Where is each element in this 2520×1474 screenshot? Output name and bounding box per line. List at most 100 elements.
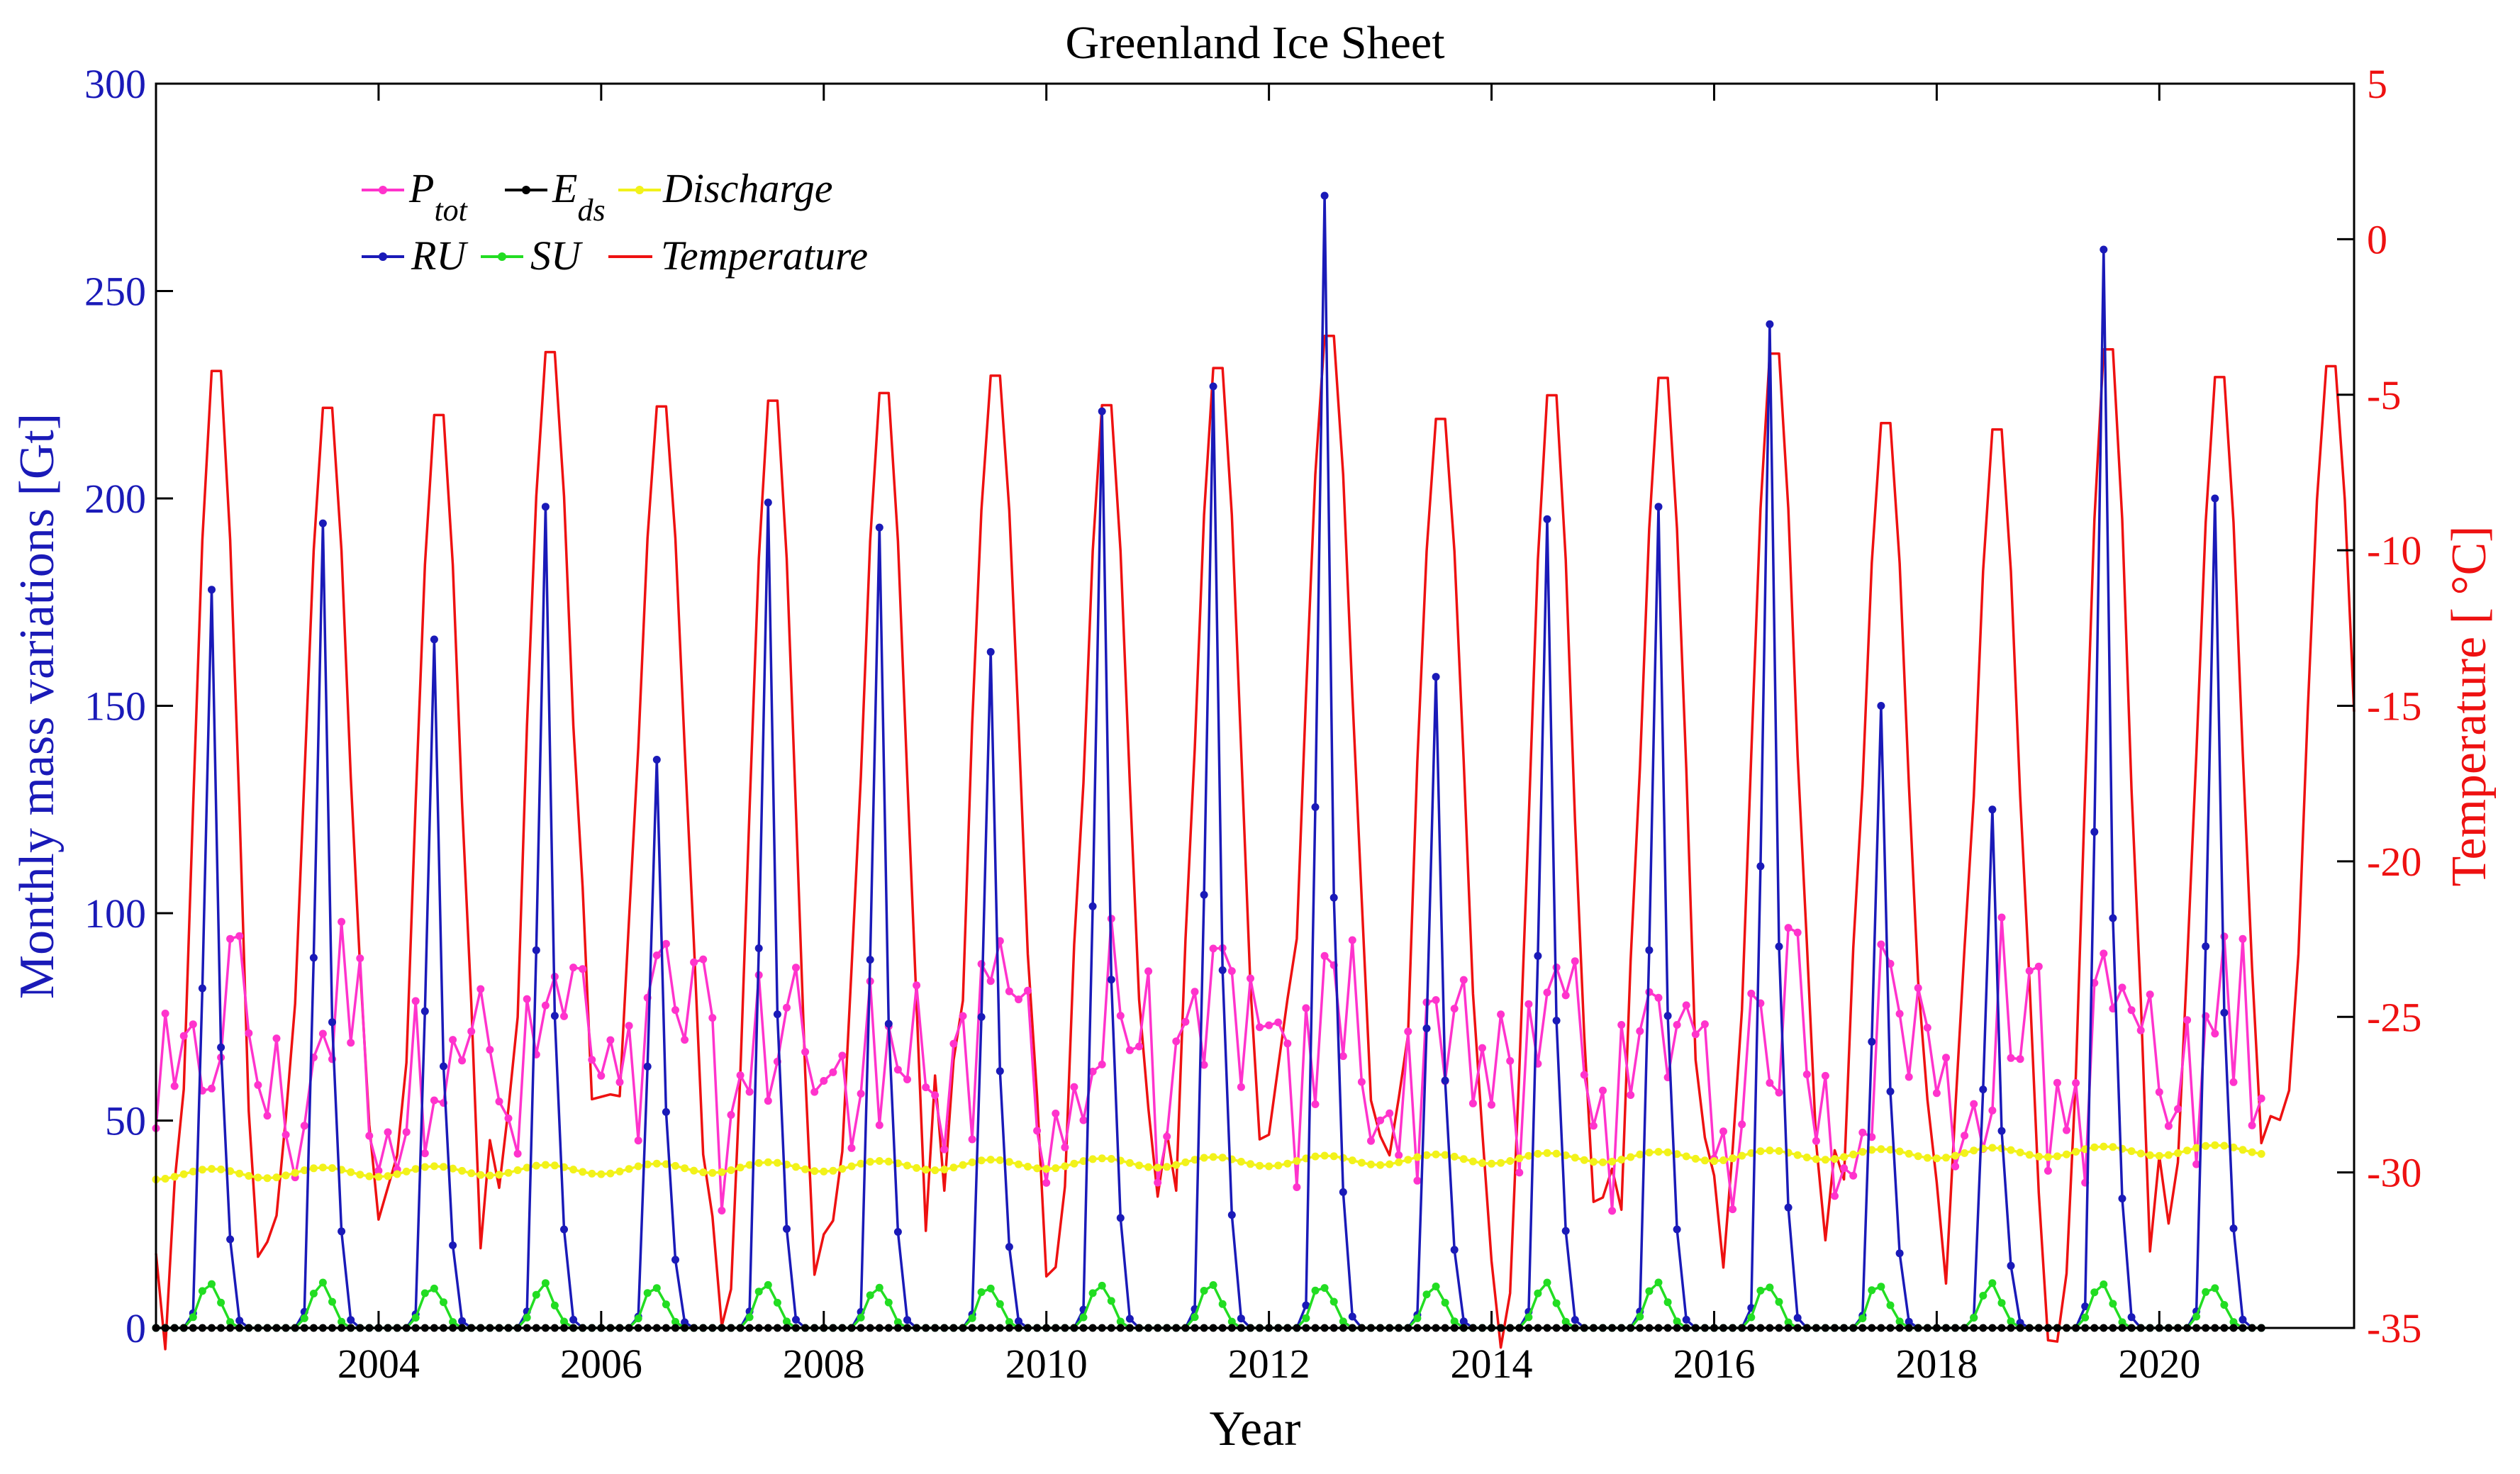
data-point-discharge bbox=[1098, 1154, 1106, 1163]
data-point-ptot bbox=[254, 1081, 262, 1089]
data-point-ptot bbox=[857, 1090, 865, 1098]
data-point-discharge bbox=[1858, 1148, 1867, 1156]
data-point-discharge bbox=[1552, 1149, 1561, 1158]
data-point-discharge bbox=[949, 1163, 958, 1172]
data-point-su bbox=[1673, 1317, 1681, 1326]
data-point-ptot bbox=[1673, 1021, 1681, 1029]
data-point-ru bbox=[1775, 942, 1783, 951]
data-point-ru bbox=[1339, 1188, 1347, 1196]
data-point-ptot bbox=[1970, 1100, 1978, 1108]
data-point-ptot bbox=[1468, 1099, 1477, 1107]
data-point-su bbox=[634, 1314, 642, 1323]
data-point-ru bbox=[1793, 1314, 1802, 1322]
data-point-ptot bbox=[829, 1068, 837, 1076]
data-point-discharge bbox=[1209, 1153, 1217, 1161]
data-point-ptot bbox=[662, 939, 670, 948]
y-tick-label-right: -25 bbox=[2367, 994, 2421, 1040]
axes-layer: 2004 2006 2008 2010 2012 2014 2016 2018 20200501… bbox=[84, 61, 2421, 1387]
legend-marker-discharge bbox=[635, 186, 644, 194]
data-point-discharge bbox=[1543, 1149, 1551, 1157]
legend: Ptot Eds Discharge RU SU Temperature bbox=[362, 165, 868, 279]
data-point-discharge bbox=[1015, 1160, 1022, 1168]
data-point-ru bbox=[986, 648, 995, 656]
legend-label-temperature: Temperature bbox=[661, 233, 868, 279]
data-point-ru bbox=[1116, 1214, 1125, 1222]
data-point-ptot bbox=[2174, 1105, 2182, 1113]
data-point-su bbox=[1339, 1317, 1347, 1326]
y-tick-label-left: 0 bbox=[126, 1305, 146, 1351]
data-point-discharge bbox=[1088, 1155, 1097, 1163]
data-point-discharge bbox=[2016, 1149, 2024, 1156]
data-point-discharge bbox=[374, 1173, 383, 1181]
data-point-ru bbox=[1125, 1314, 1134, 1323]
data-point-ptot bbox=[495, 1098, 503, 1106]
legend-label-su: SU bbox=[530, 233, 584, 279]
data-point-discharge bbox=[1070, 1159, 1078, 1168]
y-tick-label-right: 0 bbox=[2367, 216, 2387, 262]
data-point-ptot bbox=[1488, 1100, 1495, 1109]
data-point-ptot bbox=[893, 1066, 902, 1074]
data-point-ptot bbox=[1617, 1021, 1626, 1029]
data-point-discharge bbox=[300, 1166, 308, 1175]
data-point-discharge bbox=[281, 1171, 290, 1180]
data-point-ru bbox=[977, 1012, 986, 1021]
data-point-ptot bbox=[1357, 1078, 1366, 1086]
data-point-ptot bbox=[1432, 996, 1440, 1004]
data-point-ptot bbox=[875, 1121, 883, 1129]
data-point-ptot bbox=[1265, 1021, 1273, 1029]
data-point-ptot bbox=[968, 1135, 976, 1144]
data-point-discharge bbox=[2034, 1152, 2043, 1161]
data-point-su bbox=[1970, 1314, 1978, 1322]
data-point-ptot bbox=[2044, 1166, 2052, 1175]
data-point-ru bbox=[1098, 407, 1106, 415]
data-point-ptot bbox=[959, 1012, 967, 1020]
data-point-su bbox=[884, 1298, 893, 1307]
data-point-ptot bbox=[1951, 1162, 1960, 1171]
data-point-discharge bbox=[1682, 1152, 1690, 1161]
data-point-ru bbox=[1756, 862, 1765, 871]
data-point-ptot bbox=[2025, 966, 2034, 975]
data-point-ru bbox=[662, 1107, 670, 1116]
data-point-ptot bbox=[374, 1166, 383, 1175]
data-point-discharge bbox=[1506, 1157, 1515, 1165]
data-point-discharge bbox=[1923, 1154, 1931, 1162]
data-point-su bbox=[2229, 1318, 2238, 1327]
data-point-ptot bbox=[1840, 1164, 1849, 1173]
data-point-su bbox=[1997, 1299, 2006, 1307]
data-point-discharge bbox=[2202, 1141, 2210, 1150]
data-point-discharge bbox=[1738, 1151, 1746, 1160]
data-point-ptot bbox=[615, 1078, 624, 1086]
data-point-ptot bbox=[810, 1088, 819, 1096]
data-point-ptot bbox=[523, 995, 531, 1003]
data-point-discharge bbox=[847, 1162, 856, 1171]
data-point-su bbox=[1663, 1298, 1672, 1307]
x-tick-label: 2008 bbox=[783, 1341, 865, 1387]
data-point-su bbox=[2220, 1301, 2229, 1309]
x-tick-label: 2006 bbox=[560, 1341, 642, 1387]
data-point-discharge bbox=[1459, 1155, 1468, 1163]
data-point-ptot bbox=[541, 1001, 550, 1010]
data-point-su bbox=[986, 1284, 995, 1292]
data-point-discharge bbox=[1274, 1161, 1283, 1170]
data-point-su bbox=[783, 1317, 791, 1326]
data-point-discharge bbox=[1589, 1158, 1598, 1166]
data-point-ru bbox=[1015, 1317, 1022, 1325]
data-point-su bbox=[764, 1280, 772, 1289]
data-point-ptot bbox=[1005, 987, 1013, 995]
data-point-su bbox=[1005, 1318, 1013, 1327]
data-point-su bbox=[1311, 1286, 1320, 1295]
data-point-ptot bbox=[699, 955, 708, 964]
data-point-discharge bbox=[1135, 1161, 1143, 1170]
y-tick-label-right: -10 bbox=[2367, 527, 2421, 574]
data-point-ptot bbox=[1524, 1000, 1533, 1008]
data-point-ptot bbox=[1914, 984, 1922, 992]
data-point-ptot bbox=[2016, 1055, 2024, 1063]
data-point-ptot bbox=[1812, 1137, 1820, 1145]
data-point-discharge bbox=[579, 1168, 587, 1176]
data-point-discharge bbox=[857, 1159, 865, 1168]
data-point-ru bbox=[2118, 1195, 2126, 1202]
data-point-ptot bbox=[597, 1071, 606, 1080]
data-point-ru bbox=[1645, 946, 1654, 954]
data-point-su bbox=[1227, 1317, 1236, 1326]
data-point-ptot bbox=[272, 1034, 281, 1043]
